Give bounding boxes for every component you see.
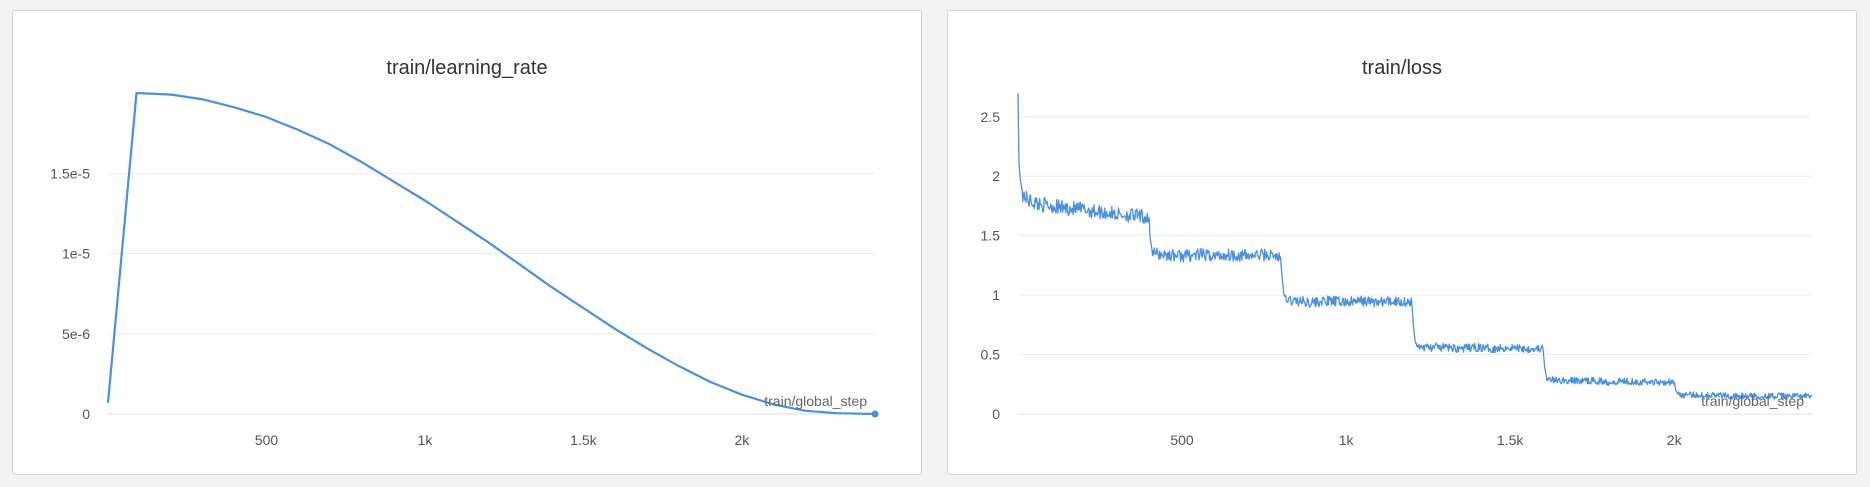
y-tick-label: 0.5 (981, 347, 1001, 363)
y-tick-label: 1 (992, 287, 1000, 303)
x-tick-label: 1k (418, 432, 434, 448)
chart-title: train/loss (1361, 57, 1443, 79)
x-axis-label: train/global_step (764, 393, 867, 409)
x-tick-label: 2k (734, 432, 750, 448)
x-tick-label: 2k (1667, 432, 1683, 448)
x-tick-label: 500 (1170, 432, 1194, 448)
x-tick-label: 1k (1339, 432, 1355, 448)
y-tick-label: 0 (82, 406, 90, 422)
y-tick-label: 0 (992, 406, 1000, 422)
loss-chart[interactable]: 0 0.5 1 1.5 2 2.5 500 1k 1.5k 2k train/global_step (948, 11, 1856, 474)
series-line[interactable] (1017, 92, 1813, 400)
series-end-point[interactable] (871, 410, 879, 418)
x-axis-label: train/global_step (1701, 393, 1804, 409)
x-tick-label: 500 (255, 432, 279, 448)
x-tick-label: 1.5k (570, 432, 597, 448)
loss-panel: train/loss 0 0.5 1 1.5 2 2.5 500 1k 1.5k 2k train/… (947, 10, 1857, 475)
learning-rate-chart[interactable]: 0 5e-6 1e-5 1.5e-5 500 1k 1.5k 2k train/global_s… (13, 11, 921, 474)
y-tick-label: 1.5e-5 (50, 165, 90, 181)
learning-rate-panel: train/learning_rate 0 5e-6 1e-5 1.5e-5 500 1k… (12, 10, 922, 475)
series-line[interactable] (106, 91, 876, 416)
y-tick-label: 2 (992, 168, 1000, 184)
y-tick-label: 1.5 (981, 228, 1001, 244)
y-tick-label: 5e-6 (62, 326, 90, 342)
x-tick-label: 1.5k (1497, 432, 1524, 448)
y-tick-label: 2.5 (981, 109, 1001, 125)
y-tick-label: 1e-5 (62, 246, 90, 262)
chart-title: train/learning_rate (386, 57, 548, 79)
